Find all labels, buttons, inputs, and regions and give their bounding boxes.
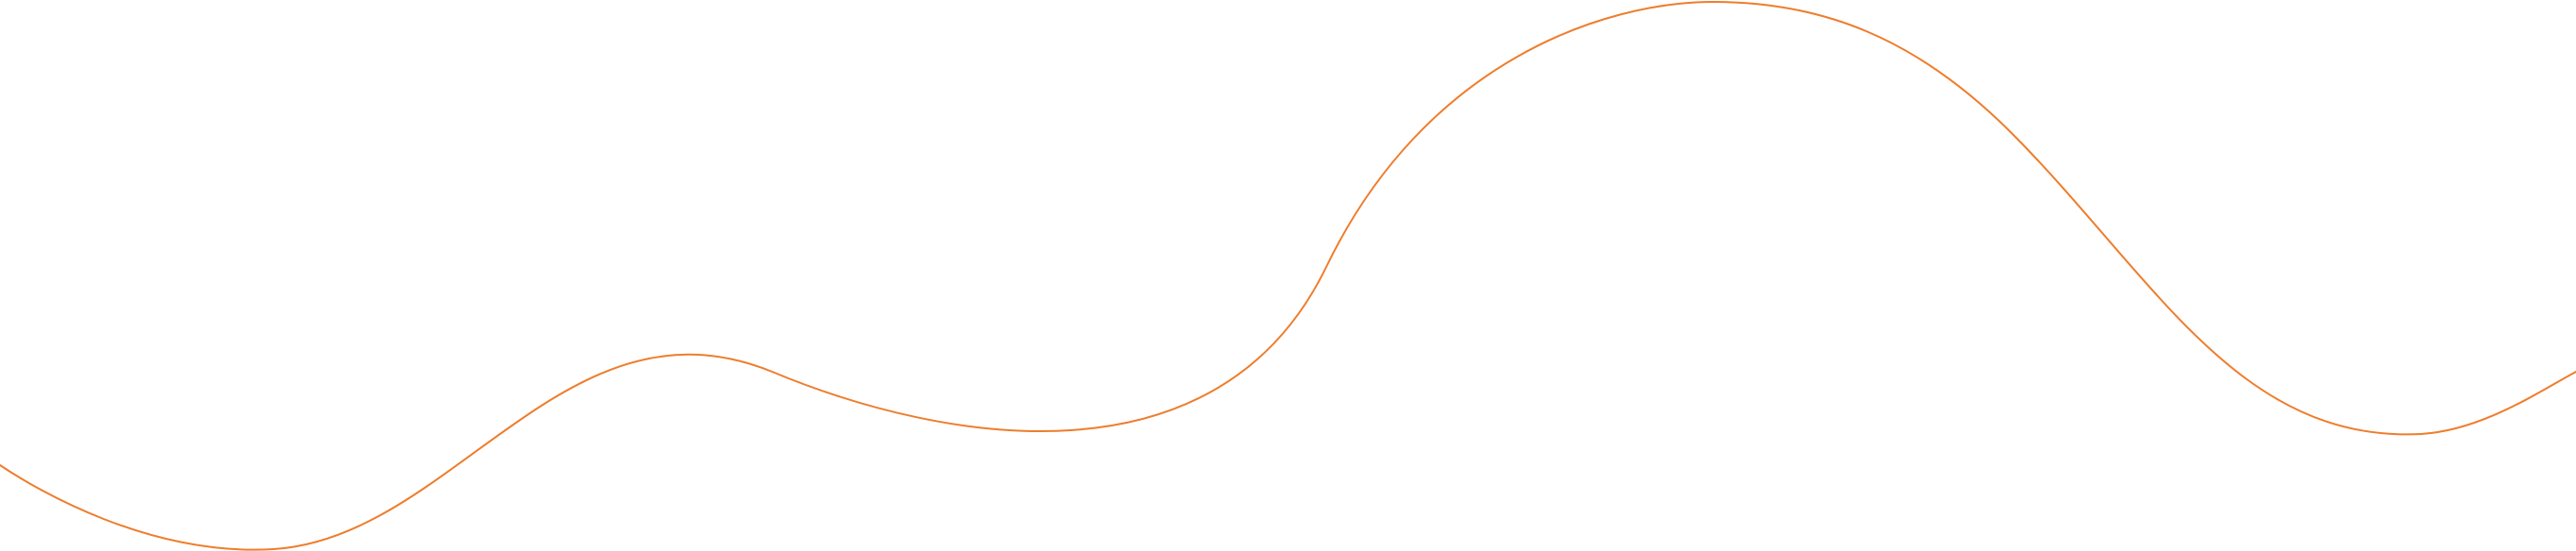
- wave-graphic: [0, 1, 2576, 551]
- orange-wave-line: [0, 1, 2576, 551]
- decorative-wave-canvas: [0, 0, 2576, 551]
